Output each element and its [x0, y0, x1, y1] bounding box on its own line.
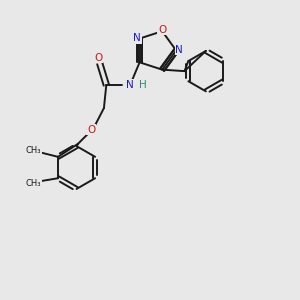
Text: N: N [126, 80, 134, 90]
Text: N: N [175, 45, 183, 55]
Text: O: O [87, 125, 95, 135]
Text: CH₃: CH₃ [26, 146, 41, 155]
Text: CH₃: CH₃ [26, 179, 41, 188]
Text: N: N [133, 33, 141, 43]
Text: H: H [139, 80, 147, 90]
Text: O: O [94, 52, 102, 63]
Text: O: O [158, 25, 166, 35]
